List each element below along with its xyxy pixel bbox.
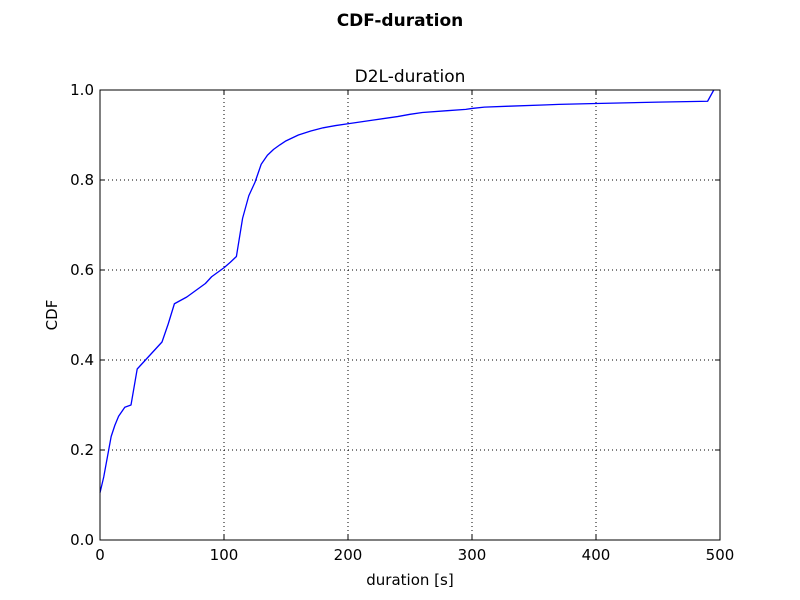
grid-lines <box>100 90 720 540</box>
y-tick-label: 0.6 <box>70 261 94 279</box>
axes-frame <box>99 89 721 541</box>
figure-suptitle: CDF-duration <box>337 11 464 31</box>
x-tick-label: 400 <box>582 546 611 564</box>
x-tick-label: 300 <box>458 546 487 564</box>
x-tick-label: 200 <box>334 546 363 564</box>
y-tick-labels: 0.0 0.2 0.4 0.6 0.8 1.0 <box>70 81 94 549</box>
tick-marks <box>99 89 721 541</box>
y-tick-label: 0.8 <box>70 171 94 189</box>
y-axis-label: CDF <box>43 300 61 331</box>
x-tick-label: 500 <box>706 546 735 564</box>
x-tick-label: 100 <box>210 546 239 564</box>
chart-title: D2L-duration <box>355 67 466 87</box>
x-tick-label: 0 <box>95 546 105 564</box>
x-tick-labels: 0 100 200 300 400 500 <box>95 546 734 564</box>
x-axis-label: duration [s] <box>366 571 453 589</box>
y-tick-label: 0.2 <box>70 441 94 459</box>
cdf-series-line <box>99 89 715 493</box>
y-tick-label: 0.0 <box>70 531 94 549</box>
y-tick-label: 0.4 <box>70 351 94 369</box>
y-tick-label: 1.0 <box>70 81 94 99</box>
series-layer <box>99 89 715 493</box>
